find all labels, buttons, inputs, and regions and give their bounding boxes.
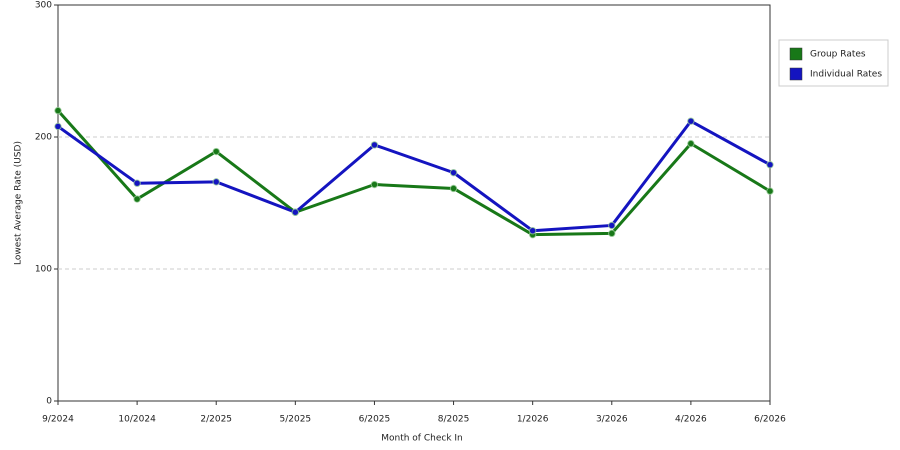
y-tick-label: 300 (35, 1, 52, 11)
data-point (449, 168, 458, 177)
series-line (57, 119, 771, 233)
data-point (370, 180, 379, 189)
x-axis-label: Month of Check In (381, 434, 463, 444)
plot-area (57, 4, 771, 402)
y-axis-label: Lowest Average Rate (USD) (14, 141, 24, 265)
x-tick-label: 6/2026 (754, 415, 786, 425)
data-point (133, 195, 141, 203)
x-tick-label: 8/2025 (438, 415, 470, 425)
x-tick-label: 10/2024 (118, 415, 156, 425)
data-point (687, 117, 695, 125)
data-point (133, 179, 141, 187)
data-point (528, 227, 537, 235)
data-point (212, 178, 220, 186)
data-point (212, 147, 220, 156)
data-point (54, 106, 62, 115)
data-point (687, 139, 695, 148)
x-tick-label: 6/2025 (359, 415, 391, 425)
legend-label: Group Rates (810, 50, 866, 60)
data-point (608, 221, 616, 230)
x-tick-label: 3/2026 (596, 415, 628, 425)
y-tick-label: 100 (35, 265, 52, 275)
y-tick-label: 200 (35, 133, 52, 143)
legend-swatch (789, 47, 803, 61)
x-tick-label: 1/2026 (517, 415, 549, 425)
x-tick-label: 9/2024 (42, 415, 74, 425)
x-tick-label: 4/2026 (675, 415, 707, 425)
legend-swatch (789, 67, 803, 81)
data-point (291, 208, 300, 216)
data-point (608, 229, 616, 238)
data-point (370, 141, 379, 149)
data-point (766, 161, 774, 169)
series-line (56, 109, 771, 237)
x-tick-label: 2/2025 (200, 415, 232, 425)
data-point (766, 187, 774, 195)
x-tick-label: 5/2025 (279, 415, 311, 425)
legend-label: Individual Rates (810, 70, 882, 80)
data-point (54, 122, 62, 131)
data-point (449, 184, 458, 193)
y-tick-label: 0 (46, 397, 52, 407)
